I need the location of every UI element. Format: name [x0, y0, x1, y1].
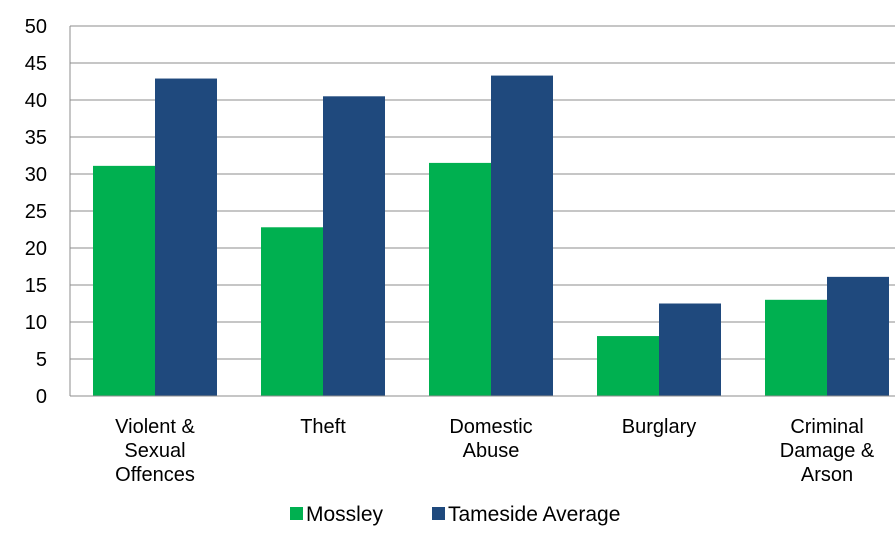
- axes: [69, 26, 895, 397]
- legend-label: Tameside Average: [448, 503, 620, 526]
- y-tick-label: 30: [25, 164, 47, 186]
- category-label: Theft: [300, 416, 346, 438]
- bar-tameside-average: [155, 78, 217, 396]
- y-tick-label: 50: [25, 16, 47, 38]
- y-tick-label: 35: [25, 127, 47, 149]
- category-label: Arson: [801, 464, 853, 486]
- bar-tameside-average: [659, 303, 721, 396]
- y-tick-label: 40: [25, 90, 47, 112]
- category-label: Criminal: [790, 416, 863, 438]
- bar-mossley: [429, 162, 491, 396]
- category-label: Damage &: [780, 440, 875, 462]
- y-tick-label: 5: [36, 349, 47, 371]
- legend-swatch: [290, 507, 303, 520]
- bar-mossley: [261, 227, 323, 396]
- y-tick-label: 25: [25, 201, 47, 223]
- category-label: Offences: [115, 464, 195, 486]
- legend-swatch: [432, 507, 445, 520]
- y-tick-label: 0: [36, 386, 47, 408]
- category-label: Sexual: [124, 440, 185, 462]
- category-label: Domestic: [449, 416, 532, 438]
- category-label: Abuse: [463, 440, 520, 462]
- y-tick-label: 45: [25, 53, 47, 75]
- bar-tameside-average: [323, 96, 385, 397]
- bar-mossley: [597, 336, 659, 396]
- y-tick-label: 15: [25, 275, 47, 297]
- y-tick-label: 10: [25, 312, 47, 334]
- bar-tameside-average: [491, 75, 553, 396]
- bar-mossley: [765, 299, 827, 396]
- y-tick-label: 20: [25, 238, 47, 260]
- bars: [93, 75, 889, 397]
- y-tick-labels: 0 5 10 15 20 25 30 35 40 45 50: [25, 16, 47, 408]
- bar-mossley: [93, 165, 155, 396]
- legend: Mossley Tameside Average: [290, 503, 620, 526]
- legend-label: Mossley: [306, 503, 384, 526]
- category-label: Violent &: [115, 416, 195, 438]
- bar-tameside-average: [827, 276, 889, 396]
- category-label: Burglary: [622, 416, 696, 438]
